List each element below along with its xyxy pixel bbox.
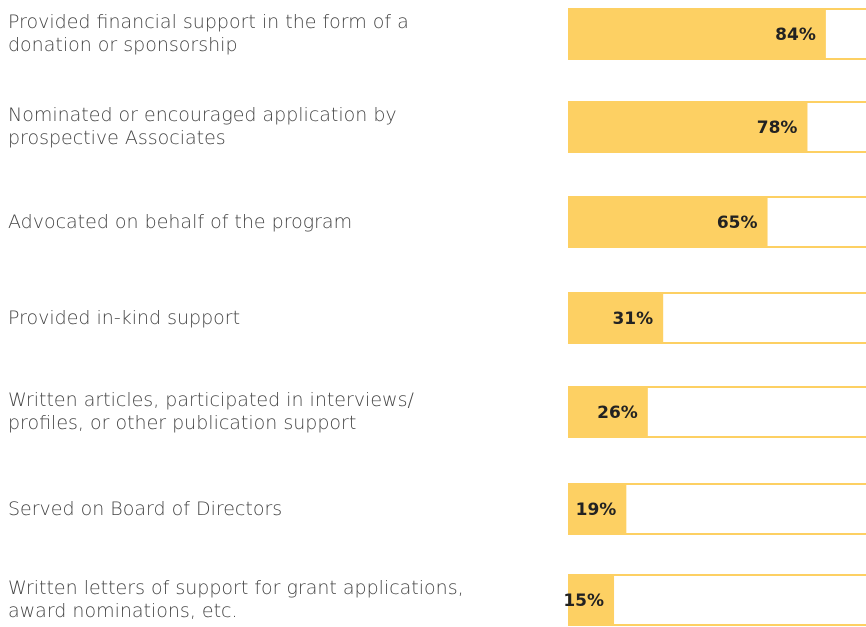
bar <box>568 8 826 60</box>
category-label: Nominated or encouraged application by p… <box>8 104 397 149</box>
value-label: 78% <box>757 118 798 138</box>
bar <box>568 196 768 248</box>
bar <box>568 101 808 153</box>
value-label: 84% <box>775 25 816 45</box>
value-label: 31% <box>612 309 653 329</box>
category-label: Served on Board of Directors <box>8 497 283 520</box>
value-label: 26% <box>597 403 638 423</box>
category-label: Provided financial support in the form o… <box>8 11 409 56</box>
category-label: Written articles, participated in interv… <box>8 389 414 434</box>
value-label: 15% <box>563 591 604 611</box>
bar <box>568 483 627 535</box>
category-label: Provided in-kind support <box>8 306 241 329</box>
value-label: 65% <box>717 213 758 233</box>
value-label: 19% <box>576 500 617 520</box>
category-label: Advocated on behalf of the program <box>8 210 353 233</box>
bar <box>568 574 615 626</box>
bar <box>568 292 664 344</box>
bar <box>568 386 648 438</box>
category-label: Written letters of support for grant app… <box>8 577 464 622</box>
bar-track <box>568 574 866 626</box>
